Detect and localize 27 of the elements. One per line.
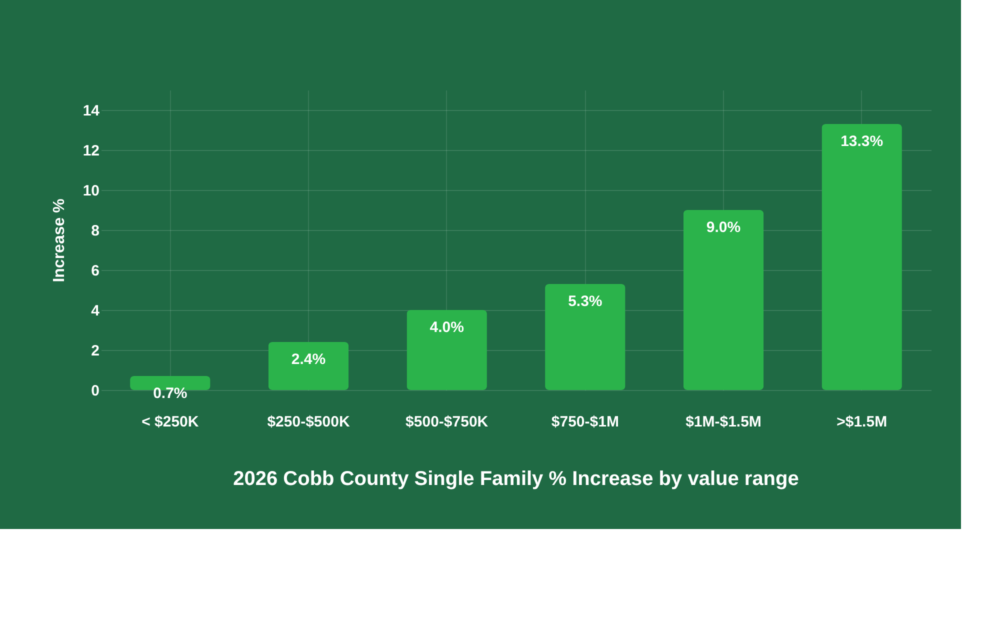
bar [822,124,902,390]
bar [545,284,626,390]
data-label: 5.3% [568,293,602,310]
y-axis-title: Increase % [50,198,68,282]
data-label: 0.7% [153,385,188,402]
x-tick-label: $250-$500K [267,414,350,430]
y-tick-label: 0 [91,382,100,400]
x-tick-label: >$1.5M [836,414,888,430]
data-label: 4.0% [430,319,464,336]
bar [268,342,349,390]
x-tick-label: $1M-$1.5M [686,414,762,430]
data-label: 13.3% [840,133,884,150]
y-tick-label: 4 [91,302,100,320]
bar [406,310,487,390]
y-tick-label: 8 [91,222,100,240]
y-tick-label: 6 [91,262,100,280]
x-tick-label: $750-$1M [551,414,619,430]
y-tick-label: 2 [91,342,100,360]
bar [683,210,764,390]
x-tick-label: $500-$750K [406,414,488,430]
data-label: 9.0% [706,219,741,236]
y-tick-label: 14 [82,102,100,120]
x-tick-label: < $250K [142,414,199,430]
data-label: 2.4% [291,351,326,368]
y-tick-label: 10 [82,182,100,200]
y-tick-label: 12 [82,142,100,160]
text: 2026 Cobb County Single Family % Increase by value range [233,468,799,490]
